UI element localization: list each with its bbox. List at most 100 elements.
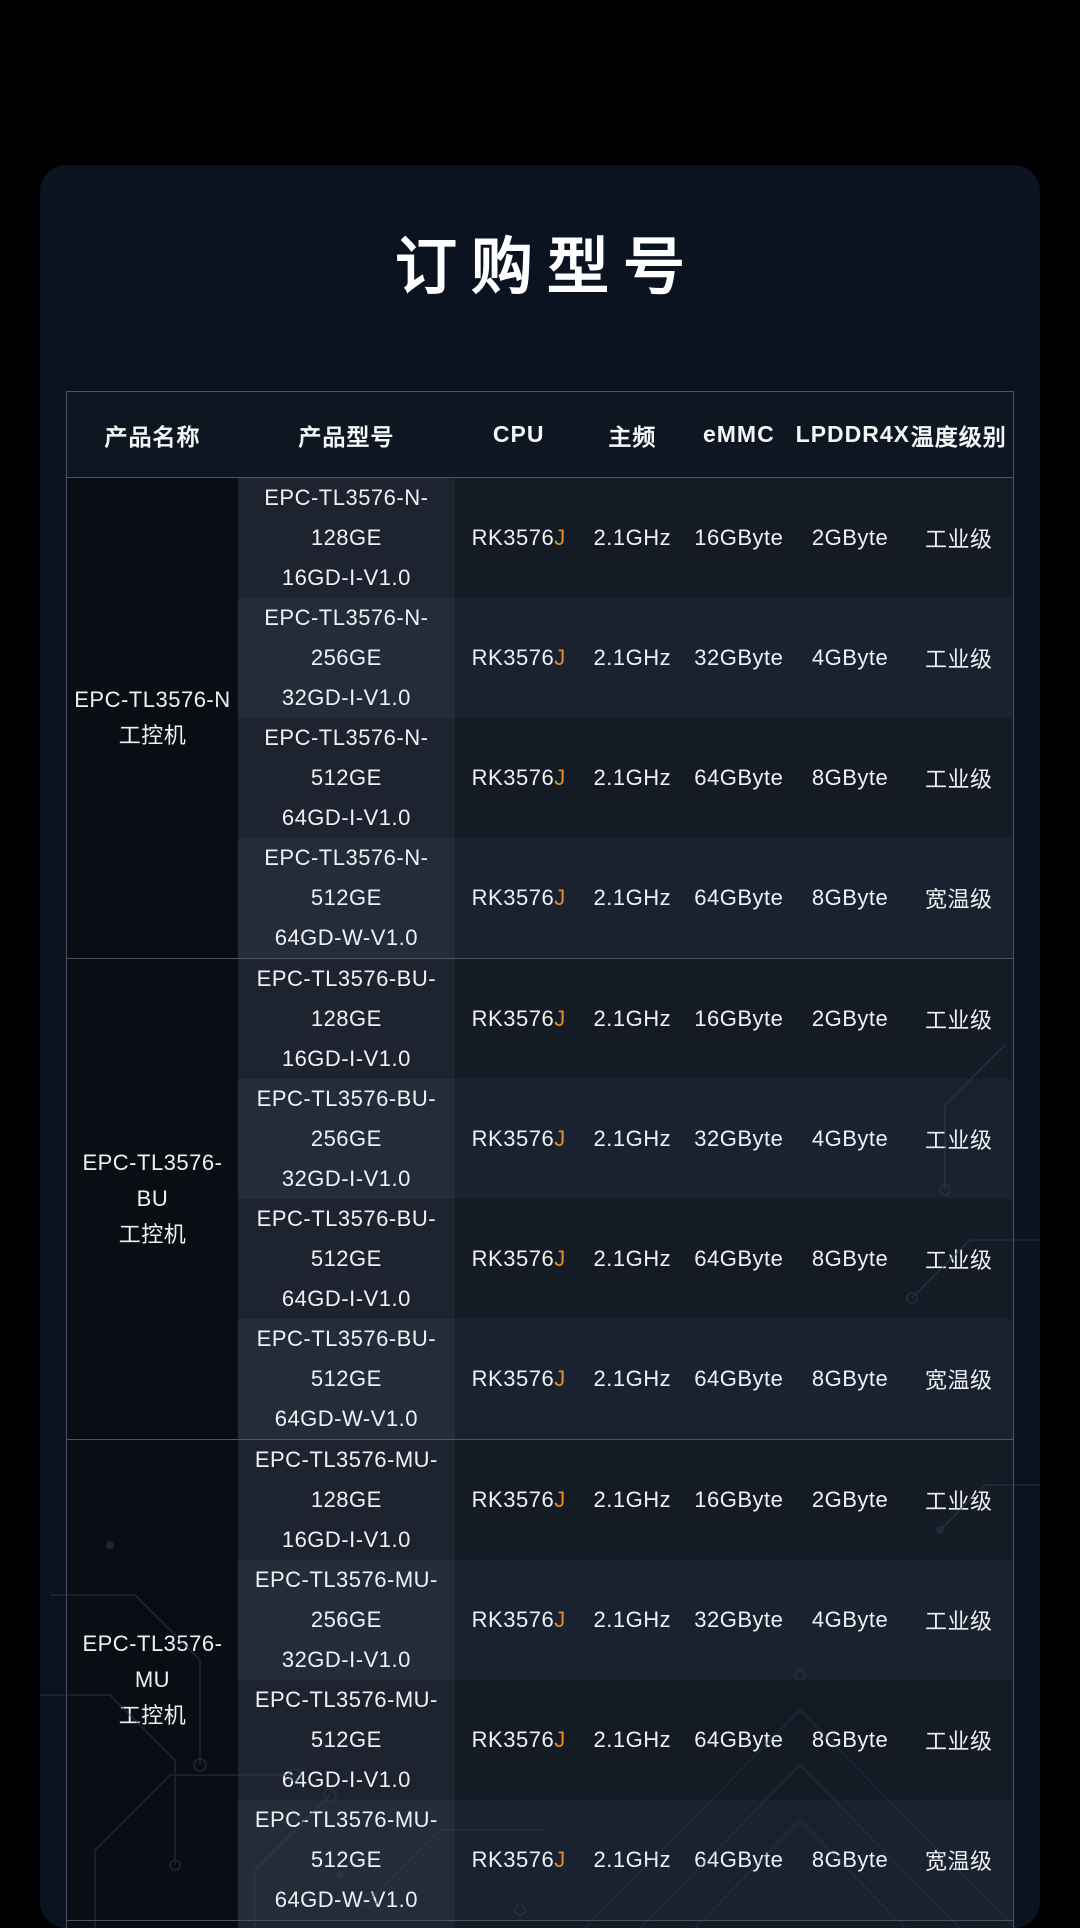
model-cell: EPC-TL3576-N-512GE 64GD-W-V1.0: [237, 838, 455, 959]
table-row: EPC-TL3576-N 工控机 EPC-TL3576-N-128GE 16GD…: [66, 477, 1014, 959]
freq-cell: 2.1GHz: [582, 1079, 683, 1200]
table-row: EPC-TL3576-N-256GE 32GD-I-V1.0 RK3576J 2…: [67, 598, 1014, 719]
temp-cell: 工业级: [904, 1199, 1014, 1320]
page-title: 订购型号: [394, 233, 699, 302]
emmc-cell: 16GByte: [682, 958, 796, 1080]
product-name-cell: EPC-TL3576-BU 工控机: [66, 958, 238, 1440]
product-name-cell: EPC-TL3576-MU 工控机: [66, 1439, 238, 1921]
col-header-product-name: 产品名称: [66, 391, 238, 479]
emmc-cell: 64GByte: [682, 1680, 796, 1801]
cpu-cell: RK3576J: [454, 718, 583, 839]
table-row: EPC-TL3576-MU-256GE 32GD-I-V1.0 RK3576J …: [67, 1560, 1014, 1681]
temp-cell: 工业级: [904, 1680, 1014, 1801]
cpu-cell: RK3576J: [454, 1920, 583, 1928]
cpu-cell: RK3576J: [454, 1800, 583, 1921]
model-cell: EPC-TL3576-MU-128GE 16GD-I-V1.0: [237, 1439, 455, 1561]
cpu-cell: RK3576J: [454, 838, 583, 959]
lpddr-cell: 8GByte: [795, 1319, 905, 1440]
model-cell: EPC-TL3576-MU-256GE 32GD-I-V1.0: [237, 1560, 455, 1681]
lpddr-cell: 8GByte: [795, 1199, 905, 1320]
lpddr-cell: 2GByte: [795, 1920, 905, 1928]
table-row: EPC-TL3576-BU-256GE 32GD-I-V1.0 RK3576J …: [67, 1079, 1014, 1200]
col-header-product-model: 产品型号: [237, 391, 455, 479]
table-row: EPC-TL3576-MU 工控机 EPC-TL3576-MU-128GE 16…: [66, 1439, 1014, 1921]
emmc-cell: 64GByte: [682, 1800, 796, 1921]
freq-cell: 2.1GHz: [582, 598, 683, 719]
emmc-cell: 16GByte: [682, 1439, 796, 1561]
table-row: EPC-TL3576-BU 工控机 EPC-TL3576-BU-128GE 16…: [66, 958, 1014, 1440]
col-header-lpddr4x: LPDDR4X: [795, 391, 909, 479]
freq-cell: 2.1GHz: [582, 1319, 683, 1440]
table-row: EPC-TL3576-N-512GE 64GD-I-V1.0 RK3576J 2…: [67, 718, 1014, 839]
cpu-cell: RK3576J: [454, 1439, 583, 1561]
freq-cell: 2.1GHz: [582, 1560, 683, 1681]
emmc-cell: 32GByte: [682, 598, 796, 719]
col-header-temp-grade: 温度级别: [904, 391, 1014, 479]
lpddr-cell: 8GByte: [795, 718, 905, 839]
model-cell: EPC-TL3576-BU-512GE 64GD-I-V1.0: [237, 1199, 455, 1320]
cpu-cell: RK3576J: [454, 1319, 583, 1440]
product-name-cell: EPC-TL3576-ME 工控机: [66, 1920, 238, 1928]
temp-cell: 工业级: [904, 598, 1014, 719]
freq-cell: 2.1GHz: [582, 1800, 683, 1921]
model-cell: EPC-TL3576-N-256GE 32GD-I-V1.0: [237, 598, 455, 719]
freq-cell: 2.1GHz: [582, 1439, 683, 1561]
lpddr-cell: 4GByte: [795, 1079, 905, 1200]
model-cell: EPC-TL3576-BU-512GE 64GD-W-V1.0: [237, 1319, 455, 1440]
temp-cell: 工业级: [904, 1920, 1014, 1928]
temp-cell: 工业级: [904, 477, 1014, 599]
lpddr-cell: 8GByte: [795, 838, 905, 959]
model-cell: EPC-TL3576-BU-128GE 16GD-I-V1.0: [237, 958, 455, 1080]
freq-cell: 2.1GHz: [582, 1680, 683, 1801]
temp-cell: 工业级: [904, 718, 1014, 839]
lpddr-cell: 4GByte: [795, 598, 905, 719]
freq-cell: 2.1GHz: [582, 718, 683, 839]
lpddr-cell: 2GByte: [795, 1439, 905, 1561]
order-models-card: 订购型号 产品名称 产品型号 CPU 主频 eMMC LPDDR4X 温度级别 …: [40, 165, 1040, 1928]
temp-cell: 工业级: [904, 1079, 1014, 1200]
emmc-cell: 16GByte: [682, 1920, 796, 1928]
cpu-cell: RK3576J: [454, 477, 583, 599]
temp-cell: 宽温级: [904, 1800, 1014, 1921]
model-cell: EPC-TL3576-N-512GE 64GD-I-V1.0: [237, 718, 455, 839]
table-row: EPC-TL3576-N-512GE 64GD-W-V1.0 RK3576J 2…: [67, 838, 1014, 959]
lpddr-cell: 4GByte: [795, 1560, 905, 1681]
freq-cell: 2.1GHz: [582, 958, 683, 1080]
table-row: EPC-TL3576-ME 工控机 EPC-TL3576-ME-128GE 16…: [66, 1920, 1014, 1928]
emmc-cell: 32GByte: [682, 1560, 796, 1681]
table-row: EPC-TL3576-BU-512GE 64GD-W-V1.0 RK3576J …: [67, 1319, 1014, 1440]
emmc-cell: 32GByte: [682, 1079, 796, 1200]
temp-cell: 工业级: [904, 1560, 1014, 1681]
cpu-cell: RK3576J: [454, 598, 583, 719]
lpddr-cell: 8GByte: [795, 1680, 905, 1801]
cpu-cell: RK3576J: [454, 1079, 583, 1200]
col-header-frequency: 主频: [582, 391, 683, 479]
lpddr-cell: 2GByte: [795, 958, 905, 1080]
model-cell: EPC-TL3576-MU-512GE 64GD-I-V1.0: [237, 1680, 455, 1801]
cpu-cell: RK3576J: [454, 1560, 583, 1681]
emmc-cell: 16GByte: [682, 477, 796, 599]
freq-cell: 2.1GHz: [582, 1920, 683, 1928]
model-cell: EPC-TL3576-N-128GE 16GD-I-V1.0: [237, 477, 455, 599]
temp-cell: 工业级: [904, 958, 1014, 1080]
cpu-cell: RK3576J: [454, 1199, 583, 1320]
table-row: EPC-TL3576-MU-512GE 64GD-I-V1.0 RK3576J …: [67, 1680, 1014, 1801]
temp-cell: 宽温级: [904, 838, 1014, 959]
model-cell: EPC-TL3576-BU-256GE 32GD-I-V1.0: [237, 1079, 455, 1200]
model-cell: EPC-TL3576-MU-512GE 64GD-W-V1.0: [237, 1800, 455, 1921]
col-header-emmc: eMMC: [682, 391, 796, 479]
emmc-cell: 64GByte: [682, 1199, 796, 1320]
product-name-cell: EPC-TL3576-N 工控机: [66, 477, 238, 959]
col-header-cpu: CPU: [454, 391, 583, 479]
emmc-cell: 64GByte: [682, 838, 796, 959]
table-header-row: 产品名称 产品型号 CPU 主频 eMMC LPDDR4X 温度级别: [66, 391, 1014, 479]
emmc-cell: 64GByte: [682, 718, 796, 839]
model-cell: EPC-TL3576-ME-128GE 16GD-I-V1.0: [237, 1920, 455, 1928]
freq-cell: 2.1GHz: [582, 838, 683, 959]
freq-cell: 2.1GHz: [582, 1199, 683, 1320]
lpddr-cell: 8GByte: [795, 1800, 905, 1921]
cpu-cell: RK3576J: [454, 1680, 583, 1801]
table-row: EPC-TL3576-BU-512GE 64GD-I-V1.0 RK3576J …: [67, 1199, 1014, 1320]
temp-cell: 宽温级: [904, 1319, 1014, 1440]
cpu-cell: RK3576J: [454, 958, 583, 1080]
